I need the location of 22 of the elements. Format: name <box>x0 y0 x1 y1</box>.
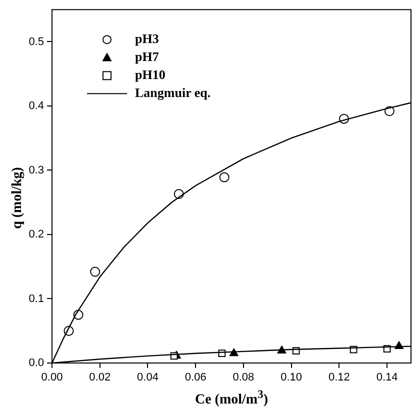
y-tick-label: 0.4 <box>28 100 44 112</box>
legend-label: pH3 <box>135 30 160 46</box>
point <box>219 172 230 182</box>
x-tick-label: 0.02 <box>89 372 111 384</box>
point <box>90 266 100 277</box>
legend-label: Langmuir eq. <box>135 84 211 100</box>
y-tick-label: 0.2 <box>28 228 44 241</box>
x-tick-label: 0.06 <box>184 372 206 384</box>
x-tick-label: 0.08 <box>232 372 254 384</box>
y-tick-label: 0.1 <box>28 292 44 305</box>
x-axis-title: Ce (mol/m$^{3}$) <box>194 388 270 409</box>
x-tick-label: 0.14 <box>376 372 398 384</box>
x-tick-label: 0.00 <box>41 372 63 384</box>
legend-label: pH7 <box>135 48 160 64</box>
y-axis-title: q (mol/kg) <box>10 166 26 231</box>
x-tick-label: 0.12 <box>328 372 350 384</box>
y-tick-label: 0.3 <box>28 164 44 176</box>
x-tick-label: 0.10 <box>280 372 302 384</box>
x-tick-label: 0.04 <box>137 372 158 384</box>
legend-label: pH10 <box>135 66 166 82</box>
y-tick-label: 0.0 <box>28 357 44 370</box>
y-tick-label: 0.5 <box>28 36 44 48</box>
